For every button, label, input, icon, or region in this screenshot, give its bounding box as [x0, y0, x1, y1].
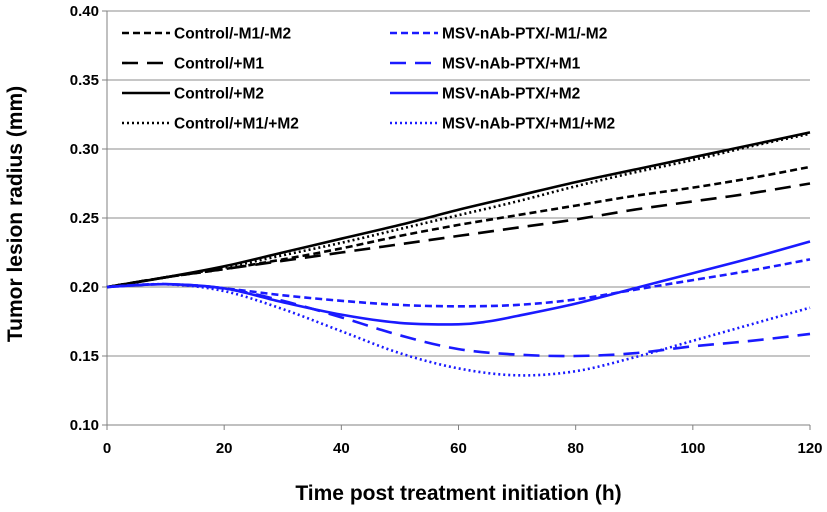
x-tick-label: 20 [216, 440, 233, 457]
y-tick-label: 0.25 [70, 210, 99, 227]
y-tick-label: 0.35 [70, 72, 99, 89]
legend-label: MSV-nAb-PTX/+M1/+M2 [442, 116, 615, 133]
x-axis-title: Time post treatment initiation (h) [295, 482, 621, 505]
x-tick-label: 0 [103, 440, 111, 457]
x-tick-label: 100 [680, 440, 705, 457]
series-lines [106, 131, 811, 377]
series-line [106, 182, 811, 289]
x-tick-label: 60 [450, 440, 467, 457]
legend-label: MSV-nAb-PTX/+M1 [442, 56, 581, 73]
legend-label: Control/+M2 [174, 86, 264, 103]
gridlines [107, 10, 810, 357]
legend: Control/-M1/-M2 Control/+M1 Control/+M2 Con… [122, 26, 615, 133]
x-tick-label: 40 [333, 440, 350, 457]
y-tick-labels: 0.10 0.15 0.20 0.25 0.30 0.35 0.40 [70, 3, 99, 434]
legend-label: MSV-nAb-PTX/+M2 [442, 86, 580, 103]
y-tick-label: 0.20 [70, 279, 99, 296]
x-tick-label: 80 [567, 440, 584, 457]
legend-label: Control/-M1/-M2 [174, 26, 291, 43]
legend-label: Control/+M1 [174, 56, 264, 73]
y-tick-label: 0.15 [70, 348, 99, 365]
y-axis-title: Tumor lesion radius (mm) [4, 86, 27, 342]
series-line [106, 165, 811, 289]
series-line [106, 131, 811, 289]
legend-label: MSV-nAb-PTX/-M1/-M2 [442, 26, 607, 43]
y-tick-label: 0.40 [70, 3, 99, 20]
x-tick-label: 120 [797, 440, 822, 457]
axes [102, 10, 811, 430]
series-line [106, 282, 811, 358]
series-line [106, 258, 811, 308]
y-tick-label: 0.10 [70, 417, 99, 434]
x-tick-labels: 0 20 40 60 80 100 120 [103, 440, 823, 457]
series-line [106, 240, 811, 326]
legend-label: Control/+M1/+M2 [174, 116, 299, 133]
y-tick-label: 0.30 [70, 141, 99, 158]
